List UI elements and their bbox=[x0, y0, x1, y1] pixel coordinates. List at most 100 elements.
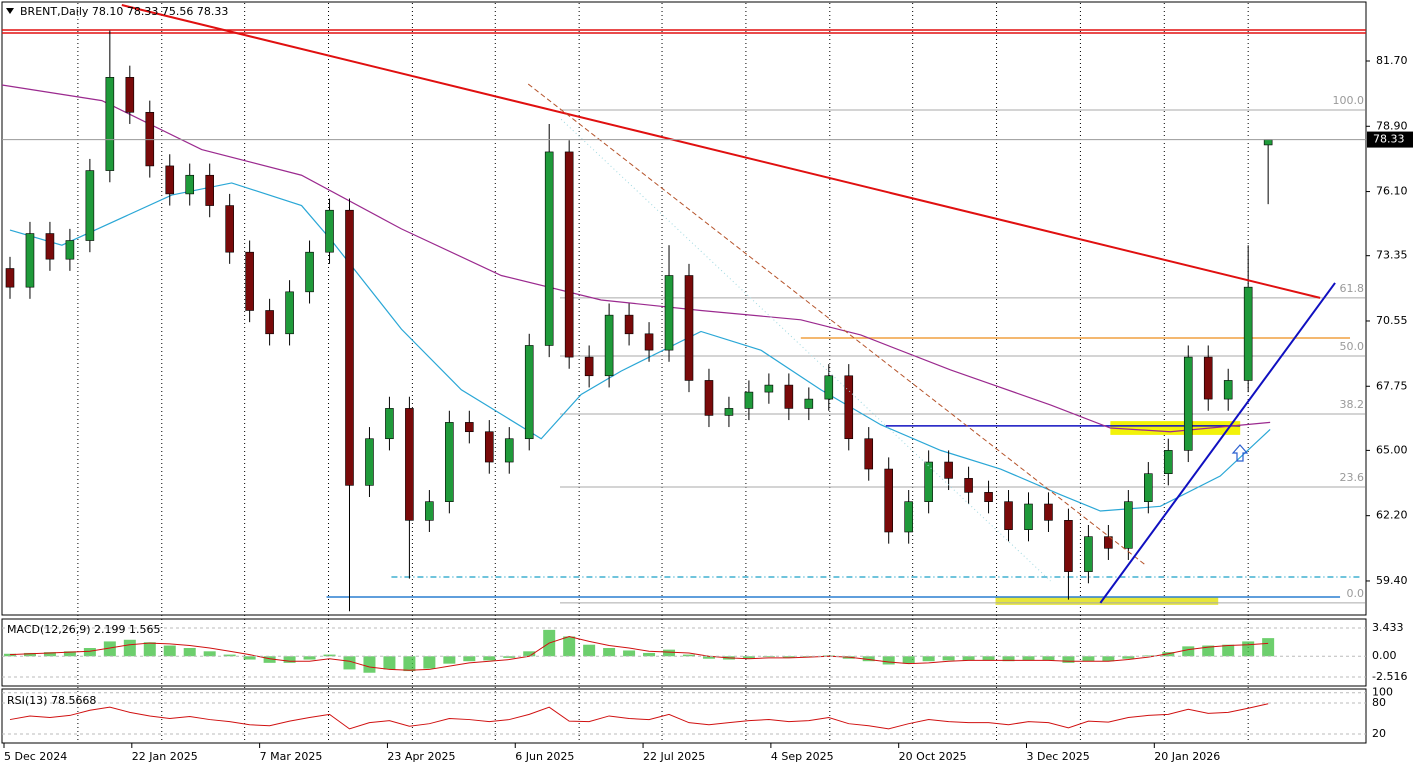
macd-bar bbox=[583, 644, 596, 657]
highlight-zone bbox=[1110, 421, 1241, 435]
main-panel bbox=[1, 1, 1367, 616]
macd-bar bbox=[503, 656, 516, 658]
x-tick-label: 20 Jan 2026 bbox=[1154, 750, 1220, 763]
candle-body bbox=[305, 251, 314, 293]
macd-bar bbox=[982, 656, 995, 661]
candle-body bbox=[1183, 356, 1193, 451]
candle-body bbox=[904, 501, 913, 533]
fib-label: 38.2 bbox=[1340, 398, 1365, 411]
macd-tick-label: 3.433 bbox=[1372, 621, 1404, 634]
menu-triangle bbox=[6, 8, 14, 14]
macd-bar bbox=[682, 654, 695, 657]
candle-body bbox=[1044, 503, 1053, 521]
trend-line bbox=[527, 83, 1146, 566]
candle-body bbox=[5, 268, 15, 288]
macd-bar bbox=[782, 656, 795, 658]
fast-ma-line bbox=[9, 182, 1271, 512]
macd-bar bbox=[323, 654, 336, 657]
macd-bar bbox=[1062, 656, 1075, 663]
candle-body bbox=[1104, 536, 1113, 549]
candle-body bbox=[644, 333, 654, 351]
candle-body bbox=[1064, 520, 1073, 572]
macd-bar bbox=[83, 648, 96, 657]
macd-bar bbox=[1082, 656, 1095, 662]
y-tick-label: 67.75 bbox=[1376, 379, 1408, 392]
candle-body bbox=[1004, 501, 1013, 530]
candle-body bbox=[345, 209, 354, 486]
candle-body bbox=[25, 233, 35, 288]
last-price-label: 78.33 bbox=[1373, 133, 1405, 146]
macd-bar bbox=[643, 652, 656, 657]
trend-line bbox=[1099, 282, 1336, 604]
candle-body bbox=[684, 275, 694, 381]
candle-body bbox=[804, 398, 814, 409]
macd-bar bbox=[183, 648, 196, 657]
y-tick-label: 70.55 bbox=[1376, 314, 1408, 327]
candle-body bbox=[1144, 473, 1153, 502]
macd-bar bbox=[523, 651, 536, 657]
macd-bar bbox=[43, 652, 56, 657]
candle-body bbox=[105, 77, 115, 171]
candle-body bbox=[544, 151, 554, 346]
macd-bar bbox=[1022, 656, 1035, 661]
macd-label: MACD(12,26,9) 2.199 1.565 bbox=[7, 623, 161, 636]
candle-body bbox=[564, 151, 574, 358]
candle-body bbox=[85, 170, 95, 241]
candle-body bbox=[65, 240, 75, 260]
y-tick-label: 76.10 bbox=[1376, 185, 1408, 198]
macd-bar bbox=[143, 642, 156, 657]
macd-bar bbox=[243, 656, 256, 660]
candle-body bbox=[165, 165, 175, 195]
fib-label: 61.8 bbox=[1340, 282, 1365, 295]
macd-signal-line bbox=[9, 635, 1269, 671]
candle-body bbox=[924, 461, 933, 502]
candle-body bbox=[325, 209, 334, 253]
candle-body bbox=[1024, 503, 1033, 530]
macd-bar bbox=[343, 656, 356, 670]
candle-body bbox=[425, 501, 434, 521]
candle-body bbox=[185, 174, 195, 195]
candle-body bbox=[484, 431, 494, 463]
candle-body bbox=[125, 77, 135, 113]
rsi-label: RSI(13) 78.5668 bbox=[7, 694, 96, 707]
macd-bar bbox=[23, 652, 36, 657]
macd-bar bbox=[423, 656, 436, 669]
up-arrow bbox=[1231, 444, 1249, 462]
macd-bar bbox=[163, 645, 176, 657]
fib-label: 23.6 bbox=[1340, 471, 1365, 484]
x-tick-label: 20 Oct 2025 bbox=[899, 750, 967, 763]
macd-bar bbox=[263, 656, 276, 663]
x-tick-label: 7 Mar 2025 bbox=[260, 750, 323, 763]
macd-bar bbox=[1182, 646, 1195, 657]
candle-body bbox=[1084, 536, 1093, 572]
macd-bar bbox=[623, 650, 636, 657]
rsi-tick-label: 100 bbox=[1372, 686, 1393, 699]
slow-ma-line bbox=[1, 84, 1271, 433]
y-tick-label: 62.20 bbox=[1376, 509, 1408, 522]
candle-body bbox=[784, 384, 794, 409]
x-tick-label: 22 Jan 2025 bbox=[132, 750, 198, 763]
x-tick-label: 5 Dec 2024 bbox=[4, 750, 67, 763]
macd-bar bbox=[882, 656, 895, 665]
x-tick-label: 4 Sep 2025 bbox=[771, 750, 834, 763]
macd-bar bbox=[223, 654, 236, 657]
rsi-line bbox=[9, 703, 1269, 730]
candle-body bbox=[385, 408, 394, 440]
candle-body bbox=[584, 356, 594, 377]
candle-body bbox=[744, 391, 754, 409]
candle-body bbox=[704, 380, 714, 416]
candle-body bbox=[365, 438, 374, 486]
trend-line bbox=[121, 4, 1321, 299]
x-tick-label: 23 Apr 2025 bbox=[387, 750, 455, 763]
rsi-tick-label: 20 bbox=[1372, 727, 1386, 740]
macd-tick-label: -2.516 bbox=[1372, 670, 1407, 683]
candle-body bbox=[664, 275, 674, 351]
candle-body bbox=[964, 478, 973, 493]
x-tick-label: 6 Jun 2025 bbox=[515, 750, 574, 763]
candle-body bbox=[844, 375, 854, 440]
x-tick-label: 22 Jul 2025 bbox=[643, 750, 705, 763]
macd-bar bbox=[483, 656, 496, 661]
macd-bar bbox=[403, 656, 416, 672]
macd-bar bbox=[443, 656, 456, 664]
candle-body bbox=[504, 438, 514, 463]
